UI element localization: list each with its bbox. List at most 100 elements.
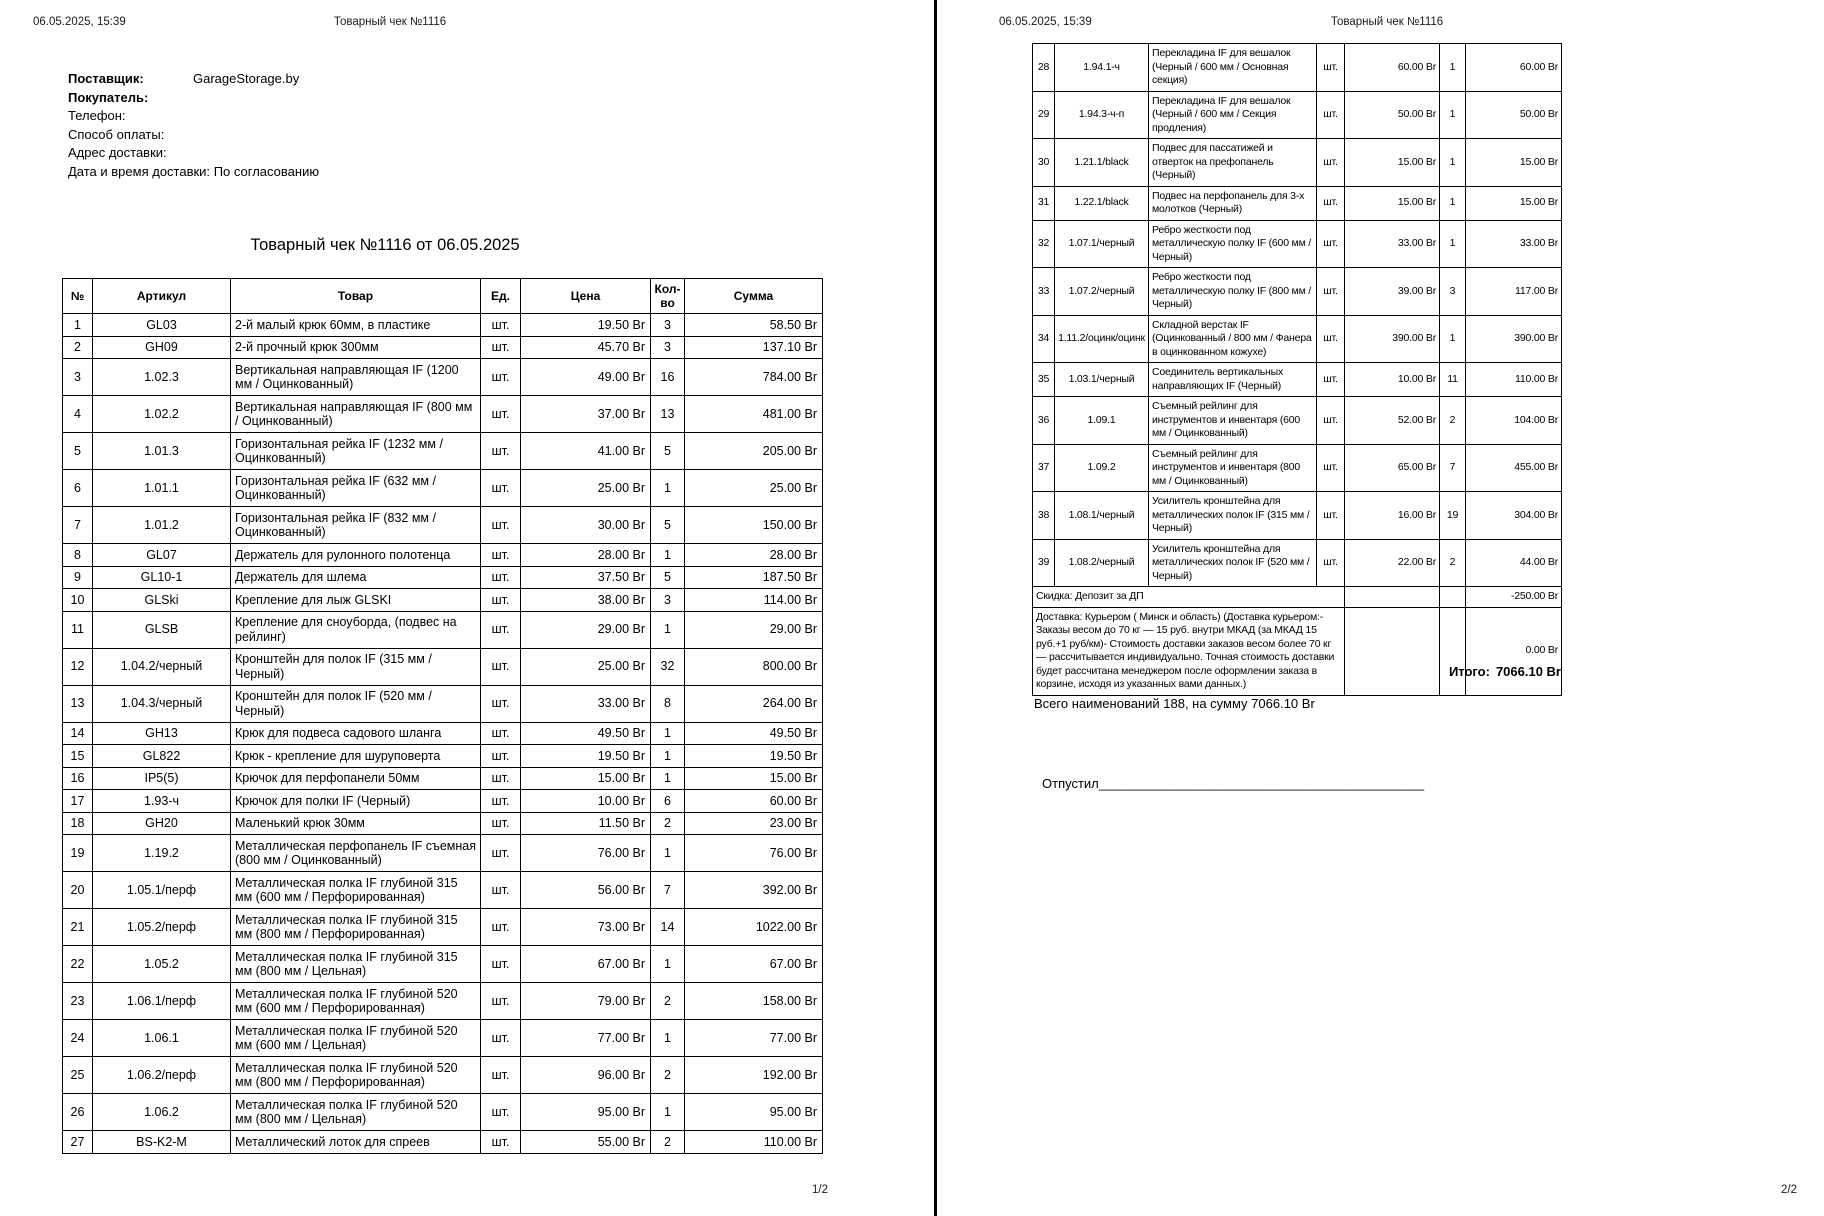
cell-num: 38 (1032, 491, 1055, 540)
cell-sum: 15.00 Br (684, 766, 823, 790)
delivery-address-label: Адрес доставки: (68, 145, 167, 161)
cell-unit: шт. (1316, 267, 1345, 316)
cell-product: Вертикальная направляющая IF (1200 мм / … (230, 358, 481, 396)
cell-product: Металлическая перфопанель IF съемная (80… (230, 834, 481, 872)
cell-qty: 1 (1439, 185, 1466, 221)
item-row: 29 1.94.3-ч-п Перекладина IF для вешалок (… (1032, 90, 1562, 139)
cell-price: 11.50 Br (520, 811, 651, 835)
cell-unit: шт. (1316, 491, 1345, 540)
cell-sum: 114.00 Br (684, 588, 823, 612)
cell-sku: 1.05.1/перф (92, 871, 231, 909)
cell-sku: 1.09.2 (1054, 443, 1149, 492)
cell-num: 11 (62, 610, 93, 649)
col-header-sku: Артикул (92, 278, 231, 314)
page-divider (934, 0, 937, 1216)
cell-product: Складной верстак IF (Оцинкованный / 800 … (1148, 314, 1317, 363)
cell-price: 76.00 Br (520, 834, 651, 872)
cell-price: 33.00 Br (1344, 219, 1440, 268)
col-header-qty: Кол-во (650, 278, 685, 314)
cell-unit: шт. (480, 684, 521, 723)
item-row: 11 GLSB Крепление для сноуборда, (подвес н… (62, 610, 823, 649)
page-number-1: 1/2 (812, 1184, 828, 1196)
cell-product: Подвес для пассатижей и отверток на преф… (1148, 138, 1317, 187)
cell-unit: шт. (1316, 90, 1345, 139)
cell-sum: 77.00 Br (684, 1019, 823, 1057)
cell-unit: шт. (480, 395, 521, 433)
cell-qty: 1 (1439, 90, 1466, 139)
cell-num: 3 (62, 358, 93, 396)
meta-row-phone: Телефон: (68, 107, 319, 126)
document-title: Товарный чек №1116 от 06.05.2025 (250, 236, 520, 254)
cell-product: Металлический лоток для спреев (230, 1130, 481, 1154)
item-row: 34 1.11.2/оцинк/оцинк Складной верстак IF … (1032, 314, 1562, 363)
cell-qty: 1 (1439, 43, 1466, 92)
cell-qty: 5 (650, 565, 685, 589)
cell-product: Соединитель вертикальных направляющих IF… (1148, 362, 1317, 397)
item-row: 23 1.06.1/перф Металлическая полка IF глуб… (62, 982, 823, 1020)
cell-qty: 2 (1439, 396, 1466, 445)
cell-sku: 1.07.2/черный (1054, 267, 1149, 316)
cell-product: Перекладина IF для вешалок (Черный / 600… (1148, 90, 1317, 139)
cell-sum: 205.00 Br (684, 432, 823, 470)
cell-unit: шт. (480, 811, 521, 835)
item-row: 9 GL10-1 Держатель для шлема шт. 37.50 Br 5 18… (62, 565, 823, 589)
cell-qty: 19 (1439, 491, 1466, 540)
cell-qty: 1 (650, 1019, 685, 1057)
cell-num: 8 (62, 543, 93, 567)
discount-value: -250.00 Br (1465, 586, 1562, 608)
cell-qty: 3 (650, 313, 685, 337)
grand-total: Итого: 7066.10 Br (1032, 664, 1561, 679)
cell-price: 79.00 Br (520, 982, 651, 1020)
cell-sku: 1.01.1 (92, 469, 231, 507)
cell-qty: 6 (650, 789, 685, 813)
cell-product: Крюк для подвеса садового шланга (230, 721, 481, 745)
cell-sku: 1.08.1/черный (1054, 491, 1149, 540)
item-row: 4 1.02.2 Вертикальная направляющая IF (800… (62, 395, 823, 433)
cell-unit: шт. (480, 565, 521, 589)
delivery-price-cell (1344, 606, 1440, 696)
item-row: 35 1.03.1/черный Соединитель вертикальных … (1032, 362, 1562, 397)
cell-num: 10 (62, 588, 93, 612)
item-row: 22 1.05.2 Металлическая полка IF глубиной … (62, 945, 823, 983)
cell-num: 21 (62, 908, 93, 946)
cell-product: Ребро жесткости под металлическую полку … (1148, 267, 1317, 316)
cell-sku: GL10-1 (92, 565, 231, 589)
cell-price: 28.00 Br (520, 543, 651, 567)
grand-total-label: Итого: (1448, 664, 1490, 679)
cell-unit: шт. (1316, 538, 1345, 587)
cell-sum: 1022.00 Br (684, 908, 823, 946)
meta-row-delivery-datetime: Дата и время доставки: По согласованию (68, 163, 319, 182)
cell-qty: 1 (650, 543, 685, 567)
item-row: 30 1.21.1/black Подвес для пассатижей и от… (1032, 138, 1562, 187)
cell-price: 29.00 Br (520, 610, 651, 649)
cell-price: 67.00 Br (520, 945, 651, 983)
item-row: 7 1.01.2 Горизонтальная рейка IF (832 мм /… (62, 506, 823, 544)
item-row: 1 GL03 2-й малый крюк 60мм, в пластике шт. 1… (62, 313, 823, 337)
cell-price: 38.00 Br (520, 588, 651, 612)
cell-sku: 1.21.1/black (1054, 138, 1149, 187)
item-row: 3 1.02.3 Вертикальная направляющая IF (120… (62, 358, 823, 396)
cell-qty: 32 (650, 647, 685, 686)
cell-sku: 1.01.2 (92, 506, 231, 544)
cell-sum: 60.00 Br (1465, 43, 1562, 92)
cell-num: 32 (1032, 219, 1055, 268)
cell-sum: 67.00 Br (684, 945, 823, 983)
cell-price: 96.00 Br (520, 1056, 651, 1094)
cell-qty: 16 (650, 358, 685, 396)
cell-num: 27 (62, 1130, 93, 1154)
item-row: 13 1.04.3/черный Кронштейн для полок IF (5… (62, 684, 823, 723)
cell-qty: 3 (650, 335, 685, 359)
cell-unit: шт. (480, 506, 521, 544)
cell-unit: шт. (480, 432, 521, 470)
delivery-row: Доставка: Курьером ( Минск и область) (Д… (1032, 606, 1562, 696)
item-row: 36 1.09.1 Съемный рейлинг для инструментов… (1032, 396, 1562, 445)
cell-unit: шт. (480, 610, 521, 649)
cell-unit: шт. (480, 469, 521, 507)
cell-num: 12 (62, 647, 93, 686)
cell-qty: 5 (650, 432, 685, 470)
item-row: 5 1.01.3 Горизонтальная рейка IF (1232 мм … (62, 432, 823, 470)
cell-num: 4 (62, 395, 93, 433)
cell-product: Держатель для рулонного полотенца (230, 543, 481, 567)
cell-price: 15.00 Br (1344, 138, 1440, 187)
cell-num: 2 (62, 335, 93, 359)
